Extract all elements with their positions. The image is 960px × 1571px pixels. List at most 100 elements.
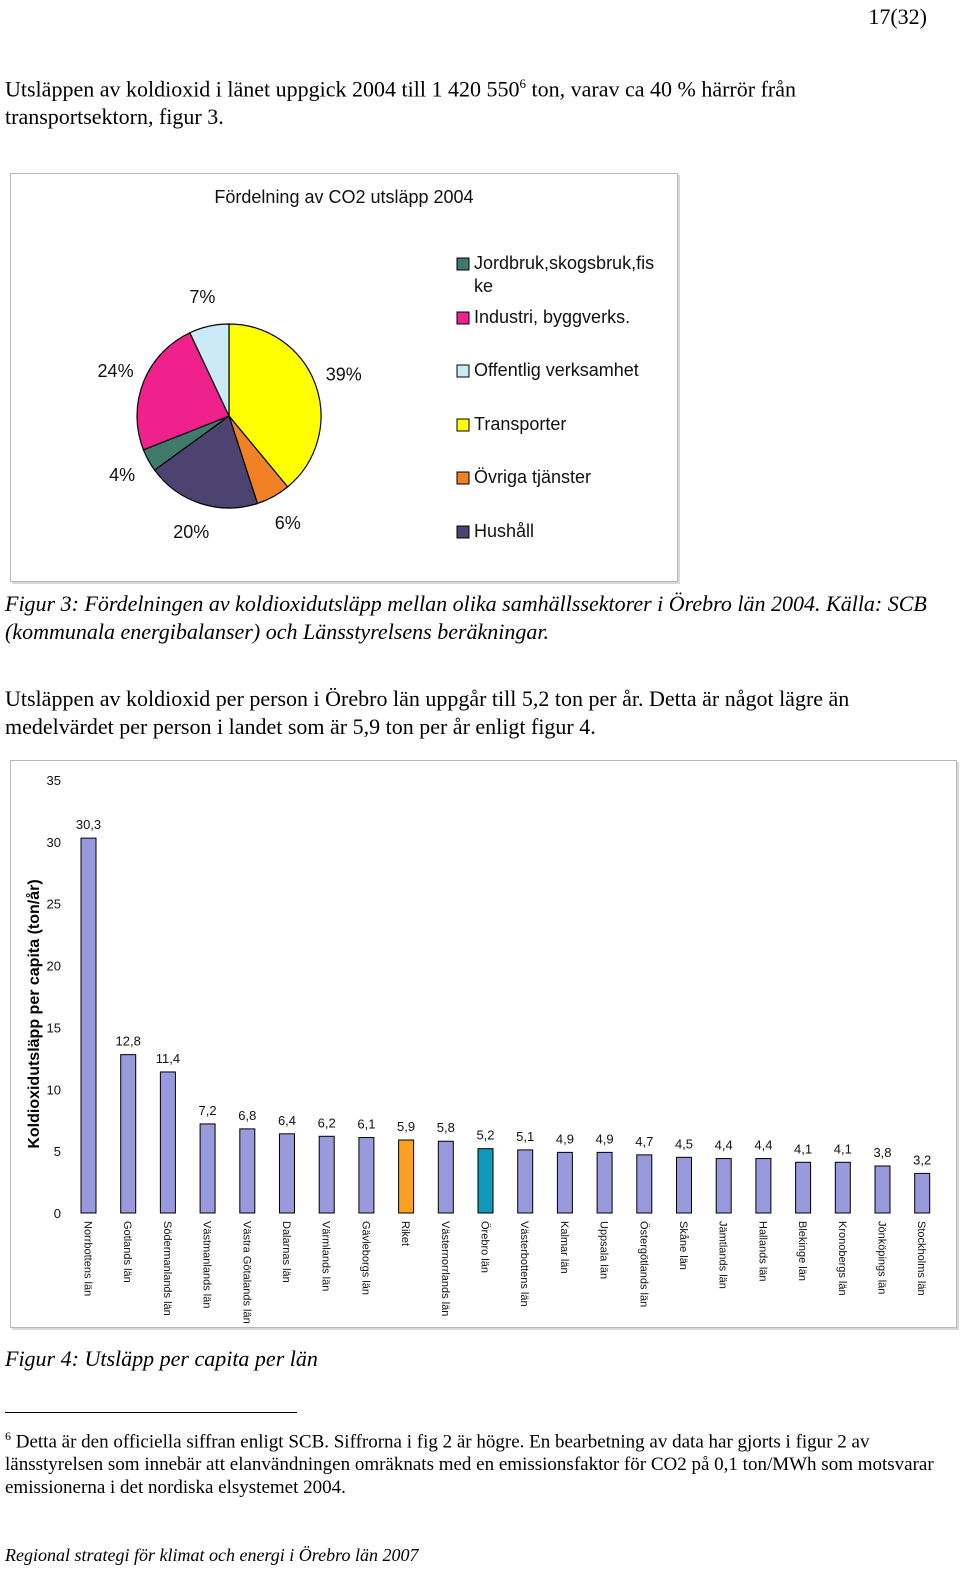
per-capita-paragraph: Utsläppen av koldioxid per person i Öreb…	[5, 686, 850, 739]
category-label-gavleborgs-lan: Gävleborgs län	[359, 1221, 371, 1295]
footnote: 6 Detta är den officiella siffran enligt…	[5, 1425, 940, 1499]
category-label-vasternorrlands-lan: Västernorrlands län	[439, 1221, 451, 1316]
category-label-norrbottens-lan: Norrbottens län	[82, 1221, 94, 1296]
bar-kalmar-lan	[556, 1151, 573, 1214]
pie-slice-offentlig-verksamhet	[189, 323, 230, 417]
bar-value-varmlands-lan: 6,2	[318, 1115, 336, 1130]
intro-text-before: Utsläppen av koldioxid i länet uppgick 2…	[5, 76, 520, 102]
bar-gotlands-lan	[120, 1054, 137, 1214]
footnote-text: Detta är den officiella siffran enligt S…	[5, 1431, 934, 1499]
y-tick-label: 30	[47, 835, 61, 850]
legend-label-hushall: Hushåll	[474, 521, 534, 541]
category-label-riket: Riket	[399, 1221, 411, 1246]
bar-vasternorrlands-lan	[437, 1140, 454, 1214]
bar-value-gavleborgs-lan: 6,1	[357, 1117, 375, 1132]
bar-hallands-lan	[755, 1158, 772, 1214]
category-label-jamtlands-lan: Jämtlands län	[717, 1221, 729, 1289]
y-tick-label: 35	[47, 773, 61, 788]
bar-varmlands-lan	[318, 1135, 335, 1214]
bar-value-blekinge-lan: 4,1	[794, 1141, 812, 1156]
bar-gavleborgs-lan	[358, 1137, 375, 1214]
pie-chart-frame: Fördelning av CO2 utsläpp 2004 39% 6% 20% 4…	[10, 173, 678, 582]
bar-chart-frame: Koldioxidutsläpp per capita (ton/år) 0 5 1…	[10, 760, 957, 1328]
category-label-sodermanlands-lan: Södermanlands län	[161, 1221, 173, 1316]
bar-sodermanlands-lan	[159, 1071, 176, 1214]
pie-label-hushall: 20%	[173, 522, 209, 542]
bar-value-kalmar-lan: 4,9	[556, 1131, 574, 1146]
bar-value-riket: 5,9	[397, 1119, 415, 1134]
legend-label-industri-byggverks: Industri, byggverks.	[474, 307, 630, 327]
footnote-marker: 6	[5, 1429, 11, 1443]
y-axis-label: Koldioxidutsläpp per capita (ton/år)	[25, 879, 43, 1148]
pie-label-jordbruk-skogsbruk-fis-ke: 4%	[109, 465, 135, 485]
page-footer: Regional strategi för klimat och energi …	[5, 1545, 419, 1565]
figure4-caption: Figur 4: Utsläpp per capita per län	[5, 1346, 318, 1371]
category-label-gotlands-lan: Gotlands län	[121, 1221, 133, 1283]
legend-swatch-offentlig-verksamhet	[456, 364, 470, 378]
bar-vasterbottens-lan	[517, 1149, 534, 1214]
bar-vastra-gotalands-lan	[239, 1128, 256, 1214]
pie-slice-hushall	[153, 415, 259, 509]
category-label-vastmanlands-lan: Västmanlands län	[201, 1221, 213, 1308]
intro-paragraph: Utsläppen av koldioxid i länet uppgick 2…	[5, 70, 905, 131]
category-label-jonkopings-lan: Jönköpings län	[876, 1221, 888, 1294]
bar-value-kronobergs-lan: 4,1	[834, 1141, 852, 1156]
y-tick-label: 20	[47, 959, 61, 974]
legend-label-ovriga-tjanster: Övriga tjänster	[474, 467, 591, 487]
bar-value-dalarnas-lan: 6,4	[278, 1113, 296, 1128]
pie-chart: Fördelning av CO2 utsläpp 2004 39% 6% 20% 4…	[98, 187, 655, 542]
bar-ostergotlands-lan	[636, 1154, 653, 1214]
legend-swatch-jordbruk-skogsbruk-fis-ke	[456, 257, 470, 271]
category-label-orebro-lan: Örebro län	[479, 1221, 491, 1273]
bar-stockholms-lan	[914, 1172, 931, 1214]
bar-value-ostergotlands-lan: 4,7	[635, 1134, 653, 1149]
y-tick-label: 0	[54, 1206, 61, 1221]
category-label-vastra-gotalands-lan: Västra Götalands län	[240, 1221, 252, 1324]
bar-value-vastmanlands-lan: 7,2	[199, 1103, 217, 1118]
category-label-ostergotlands-lan: Östergötlands län	[637, 1221, 649, 1307]
category-label-kronobergs-lan: Kronobergs län	[836, 1221, 848, 1296]
bar-skane-lan	[676, 1156, 692, 1214]
category-label-varmlands-lan: Värmlands län	[320, 1221, 332, 1291]
y-tick-label: 15	[47, 1020, 61, 1035]
y-tick-label: 5	[54, 1144, 61, 1159]
intro-text-after: ton, varav ca 40 % härrör från transport…	[5, 76, 796, 130]
bar-value-uppsala-lan: 4,9	[596, 1131, 614, 1146]
category-label-vasterbottens-lan: Västerbottens län	[518, 1221, 530, 1307]
bar-norrbottens-lan	[80, 837, 97, 1214]
legend-label-offentlig-verksamhet: Offentlig verksamhet	[474, 360, 639, 380]
legend-label-transporter: Transporter	[474, 414, 566, 434]
category-label-uppsala-lan: Uppsala län	[598, 1221, 610, 1279]
figure3-caption: Figur 3: Fördelningen av koldioxidutsläp…	[5, 591, 927, 644]
bar-uppsala-lan	[596, 1151, 613, 1214]
footnote-divider	[5, 1412, 297, 1413]
y-tick-label: 25	[47, 897, 61, 912]
bar-value-vasternorrlands-lan: 5,8	[437, 1120, 455, 1135]
legend-label-jordbruk-skogsbruk-fis-ke: Jordbruk,skogsbruk,fis ke	[474, 253, 654, 296]
bar-jamtlands-lan	[715, 1158, 732, 1214]
bar-value-vasterbottens-lan: 5,1	[516, 1129, 534, 1144]
bar-value-hallands-lan: 4,4	[754, 1138, 772, 1153]
legend-swatch-transporter	[456, 418, 470, 432]
bar-value-jamtlands-lan: 4,4	[715, 1138, 733, 1153]
bar-chart: Koldioxidutsläpp per capita (ton/år) 0 5 1…	[25, 773, 931, 1324]
category-label-blekinge-lan: Blekinge län	[796, 1221, 808, 1281]
footnote-ref: 6	[519, 76, 527, 91]
bar-value-gotlands-lan: 12,8	[116, 1034, 141, 1049]
bar-orebro-lan	[477, 1148, 494, 1214]
category-label-stockholms-lan: Stockholms län	[915, 1221, 927, 1296]
pie-label-ovriga-tjanster: 6%	[275, 513, 301, 533]
bar-value-sodermanlands-lan: 11,4	[156, 1051, 180, 1066]
bar-riket	[398, 1139, 415, 1214]
pie-label-transporter: 39%	[326, 365, 362, 385]
pie-slice-industri-byggverks	[136, 331, 230, 451]
bar-jonkopings-lan	[874, 1165, 891, 1214]
bar-vastmanlands-lan	[199, 1123, 216, 1214]
y-tick-label: 10	[47, 1082, 61, 1097]
category-label-kalmar-lan: Kalmar län	[558, 1221, 570, 1274]
category-label-hallands-lan: Hallands län	[756, 1221, 768, 1282]
bar-value-orebro-lan: 5,2	[476, 1128, 494, 1143]
legend-label-line: ke	[474, 276, 493, 296]
legend-swatch-ovriga-tjanster	[456, 471, 470, 485]
category-label-skane-lan: Skåne län	[677, 1221, 689, 1270]
